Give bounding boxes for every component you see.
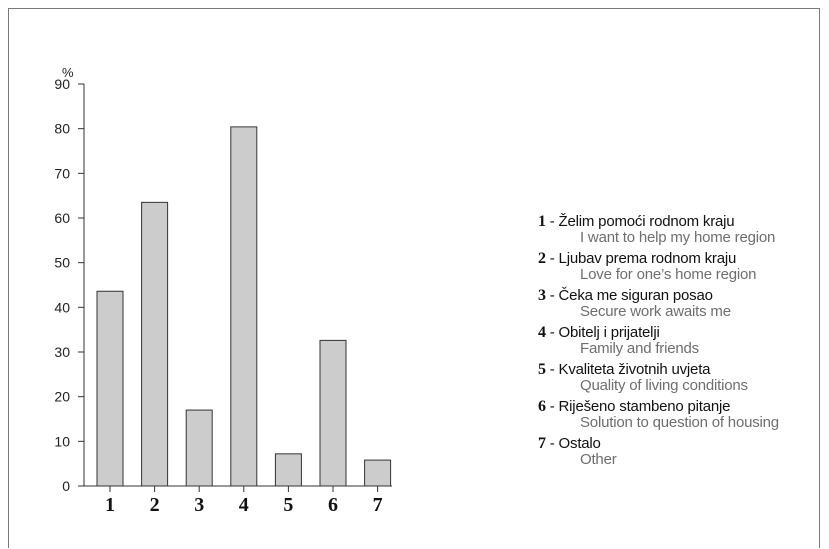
- legend-number: 3: [538, 287, 546, 304]
- y-tick-label: 90: [54, 76, 70, 92]
- bar-3: [185, 409, 213, 487]
- y-tick-label: 70: [54, 165, 70, 181]
- x-axis: 1 2 3 4 5 6 7: [84, 485, 392, 516]
- legend-item: 4 - Obitelj i prijatelji Family and frien…: [538, 325, 779, 357]
- x-tick-label: 2: [150, 494, 160, 516]
- legend-label-en: Solution to question of housing: [580, 414, 779, 431]
- legend-label-hr: 1 - Želim pomoći rodnom kraju: [538, 214, 779, 230]
- x-tick-label: 5: [283, 494, 293, 516]
- legend-separator: -: [545, 361, 559, 378]
- legend-number: 5: [538, 361, 546, 378]
- bars: [96, 126, 392, 487]
- legend-text-hr: Kvaliteta životnih uvjeta: [558, 361, 711, 378]
- legend-separator: -: [545, 435, 559, 452]
- y-axis: 0 10 20 30 40 50 60 70 80 90: [54, 76, 85, 494]
- y-tick-label: 0: [62, 478, 70, 494]
- bar-4: [230, 126, 258, 487]
- legend-item: 5 - Kvaliteta životnih uvjeta Quality of …: [538, 362, 779, 394]
- legend-label-hr: 2 - Ljubav prema rodnom kraju: [538, 251, 779, 267]
- legend-label-hr: 7 - Ostalo: [538, 436, 779, 452]
- legend-number: 7: [538, 435, 546, 452]
- legend-label-hr: 6 - Riješeno stambeno pitanje: [538, 399, 779, 415]
- y-unit-label: %: [62, 65, 74, 80]
- y-tick-label: 50: [54, 255, 70, 271]
- legend-separator: -: [545, 250, 559, 267]
- legend-separator: -: [545, 398, 559, 415]
- chart-frame: [8, 8, 820, 548]
- bar-7: [364, 459, 392, 487]
- y-tick-label: 40: [54, 299, 70, 315]
- legend-number: 4: [538, 324, 546, 341]
- legend-text-hr: Obitelj i prijatelji: [558, 324, 660, 341]
- y-tick-label: 80: [54, 121, 70, 137]
- legend-separator: -: [545, 324, 559, 341]
- legend-label-en: Quality of living conditions: [580, 377, 748, 394]
- legend-text-hr: Želim pomoći rodnom kraju: [558, 213, 735, 230]
- y-tick-label: 10: [54, 433, 70, 449]
- legend-item: 7 - Ostalo Other: [538, 436, 779, 468]
- legend-label-en: I want to help my home region: [580, 229, 776, 246]
- x-tick-label: 6: [328, 494, 338, 516]
- legend-label-en: Secure work awaits me: [580, 303, 731, 320]
- x-tick-label: 7: [373, 494, 383, 516]
- legend-item: 1 - Želim pomoći rodnom kraju I want to h…: [538, 214, 779, 246]
- legend-separator: -: [545, 287, 559, 304]
- legend-label-en: Other: [580, 451, 617, 468]
- legend-number: 1: [538, 213, 546, 230]
- legend: 1 - Želim pomoći rodnom kraju I want to h…: [538, 214, 779, 473]
- legend-item: 3 - Čeka me siguran posao Secure work awa…: [538, 288, 779, 320]
- legend-item: 6 - Riješeno stambeno pitanje Solution to…: [538, 399, 779, 431]
- legend-label-en: Love for one’s home region: [580, 266, 757, 283]
- bar-5: [274, 453, 302, 487]
- legend-label-hr: 5 - Kvaliteta životnih uvjeta: [538, 362, 779, 378]
- legend-text-hr: Čeka me siguran posao: [558, 287, 713, 304]
- legend-label-hr: 3 - Čeka me siguran posao: [538, 288, 779, 304]
- legend-label-en: Family and friends: [580, 340, 699, 357]
- x-tick-label: 4: [239, 494, 249, 516]
- legend-text-hr: Ostalo: [558, 435, 601, 452]
- bar-1: [96, 290, 124, 487]
- x-tick-label: 3: [194, 494, 204, 516]
- bar-6: [319, 339, 347, 487]
- x-tick-label: 1: [105, 494, 115, 516]
- legend-number: 6: [538, 398, 546, 415]
- legend-label-hr: 4 - Obitelj i prijatelji: [538, 325, 779, 341]
- legend-item: 2 - Ljubav prema rodnom kraju Love for on…: [538, 251, 779, 283]
- legend-number: 2: [538, 250, 546, 267]
- legend-text-hr: Riješeno stambeno pitanje: [558, 398, 731, 415]
- bar-2: [141, 201, 169, 487]
- legend-separator: -: [545, 213, 559, 230]
- y-tick-label: 20: [54, 389, 70, 405]
- y-tick-label: 60: [54, 210, 70, 226]
- y-tick-label: 30: [54, 344, 70, 360]
- legend-text-hr: Ljubav prema rodnom kraju: [558, 250, 737, 267]
